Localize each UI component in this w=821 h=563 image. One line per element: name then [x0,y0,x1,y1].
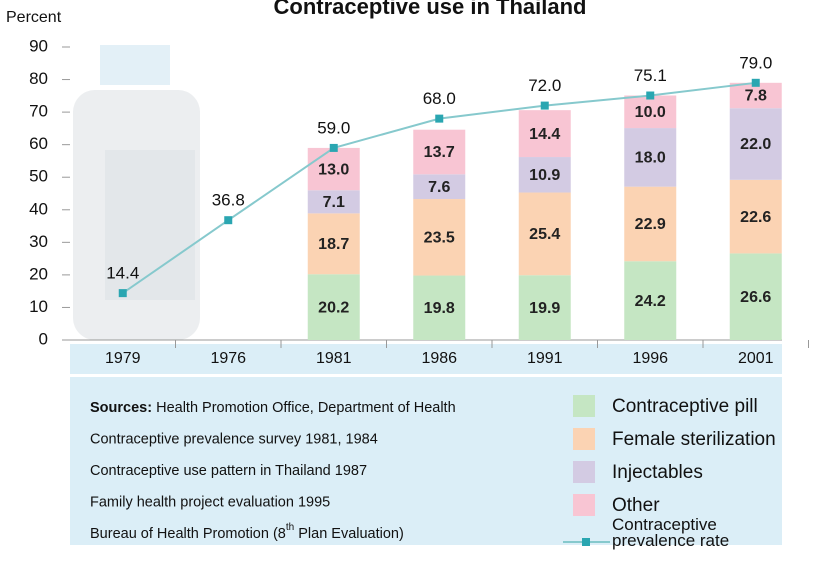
legend-swatch [573,494,595,516]
x-tick-label: 1979 [105,350,141,367]
line-marker [541,102,549,110]
source-text: Family health project evaluation 1995 [90,494,330,510]
y-tick-label: 60 [29,134,48,153]
legend-label: Contraceptive prevalence rate [612,517,732,549]
source-label: Sources: [90,400,152,416]
source-line: Family health project evaluation 1995 [90,494,330,510]
line-value-label: 72.0 [528,76,561,95]
x-tick-label: 2001 [738,350,774,367]
x-tick-label: 1981 [316,350,352,367]
value-label: 22.9 [635,216,666,233]
value-label: 20.2 [318,299,349,316]
value-label: 25.4 [529,226,560,243]
y-tick-label: 10 [29,297,48,316]
x-tick-label: 1986 [421,350,457,367]
x-tick-label: 1976 [210,350,246,367]
y-tick-label: 90 [29,36,48,55]
value-label: 22.0 [740,136,771,153]
y-tick-label: 50 [29,167,48,186]
legend-label: Female sterilization [612,429,776,450]
value-label: 7.1 [323,194,345,211]
value-label: 22.6 [740,209,771,226]
line-marker [752,79,760,87]
value-label: 23.5 [424,230,455,247]
chart: Contraceptive use in Thailand Percent 0 1… [0,0,821,563]
source-text: Contraceptive prevalence survey 1981, 19… [90,431,378,447]
value-label: 14.4 [529,126,560,143]
line-value-label: 68.0 [423,89,456,108]
value-label: 7.6 [428,179,450,196]
legend-swatch [573,428,595,450]
source-text: Contraceptive use pattern in Thailand 19… [90,463,367,479]
legend-label: Other [612,495,660,516]
source-line: Contraceptive use pattern in Thailand 19… [90,463,367,479]
legend-swatch [573,461,595,483]
legend-label: Injectables [612,462,703,483]
x-tick-label: 1996 [632,350,668,367]
line-marker [646,92,654,100]
line-marker [330,144,338,152]
value-label: 13.0 [318,161,349,178]
value-label: 19.9 [529,300,560,317]
y-tick-label: 40 [29,199,48,218]
bottle-decoration [73,45,200,340]
chart-title: Contraceptive use in Thailand [274,0,587,19]
value-label: 10.9 [529,167,560,184]
line-marker [435,115,443,123]
legend-swatch [573,395,595,417]
legend-marker [582,538,590,546]
value-label: 18.0 [635,150,666,167]
line-value-label: 59.0 [317,118,350,137]
line-value-label: 75.1 [634,66,667,85]
legend-label: Contraceptive pill [612,396,758,417]
value-label: 13.7 [424,144,455,161]
line-value-label: 36.8 [212,191,245,210]
line-marker [119,289,127,297]
source-text: Bureau of Health Promotion (8 [90,526,286,542]
line-value-label: 14.4 [106,264,139,283]
source-text: Plan Evaluation) [294,526,404,542]
legend-label: Contraceptive prevalence rate [612,517,752,563]
source-line: Contraceptive prevalence survey 1981, 19… [90,431,378,447]
line-marker [224,216,232,224]
y-axis-label: Percent [6,9,62,26]
line-value-label: 79.0 [739,53,772,72]
value-label: 26.6 [740,289,771,306]
value-label: 18.7 [318,236,349,253]
y-tick-label: 80 [29,69,48,88]
source-line: Sources: Health Promotion Office, Depart… [90,400,456,416]
value-label: 19.8 [424,300,455,317]
value-label: 10.0 [635,104,666,121]
y-tick-label: 0 [39,329,48,348]
y-tick-label: 70 [29,102,48,121]
value-label: 24.2 [635,293,666,310]
x-tick-label: 1991 [527,350,563,367]
source-text: Health Promotion Office, Department of H… [156,400,456,416]
y-tick-label: 20 [29,264,48,283]
value-label: 7.8 [745,88,767,105]
source-superscript: th [286,522,294,533]
y-tick-label: 30 [29,232,48,251]
